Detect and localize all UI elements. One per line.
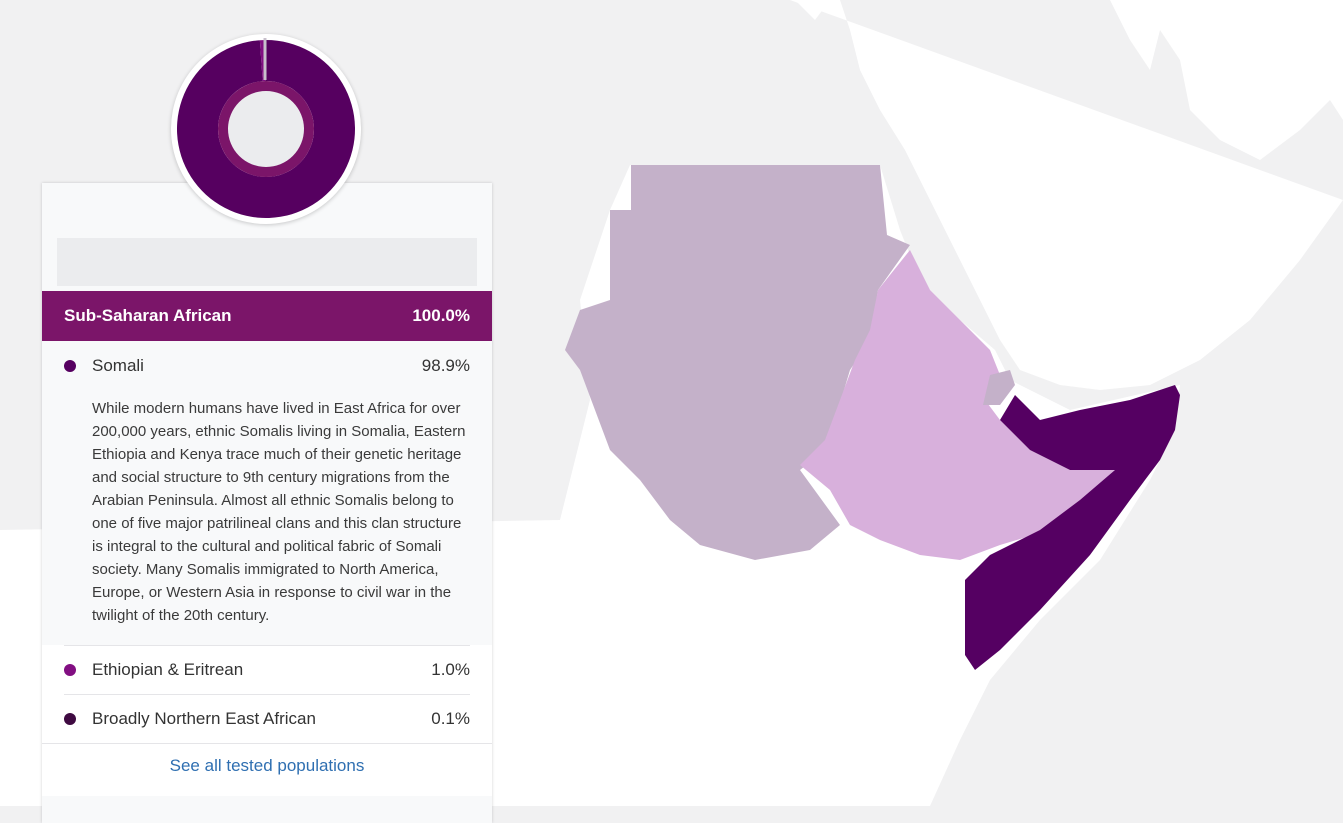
arabian-north-land [795, 0, 830, 20]
donut-center [228, 91, 304, 167]
region-name: Sub-Saharan African [64, 306, 232, 325]
map-region-djibouti[interactable] [983, 370, 1015, 405]
population-name: Somali [92, 356, 144, 375]
somali-color-dot [64, 360, 76, 372]
donut-segment-divider [263, 38, 267, 80]
map-region-sudan[interactable] [565, 165, 910, 560]
map-region-ethiopia[interactable] [800, 250, 1115, 560]
title-placeholder-bar [57, 238, 477, 286]
panel-top [42, 183, 492, 291]
population-name: Ethiopian & Eritrean [92, 660, 244, 679]
donut-segment-somali[interactable] [177, 40, 355, 218]
population-row-somali[interactable]: Somali 98.9% [64, 341, 470, 391]
population-description: While modern humans have lived in East A… [92, 400, 466, 624]
population-row-broadly-northern-east-african[interactable]: Broadly Northern East African 0.1% [64, 694, 470, 743]
region-header[interactable]: Sub-Saharan African 100.0% [42, 291, 492, 341]
broadly-northern-east-african-color-dot [64, 713, 76, 725]
arabian-peninsula-land [790, 0, 1343, 390]
population-list: Ethiopian & Eritrean 1.0% Broadly Northe… [42, 645, 492, 796]
region-percent: 100.0% [412, 306, 470, 325]
population-percent: 1.0% [431, 660, 470, 679]
ancestry-composition-panel: Sub-Saharan African 100.0% Somali 98.9% … [42, 183, 492, 823]
population-row-ethiopian-eritrean[interactable]: Ethiopian & Eritrean 1.0% [64, 645, 470, 694]
population-name: Broadly Northern East African [92, 709, 316, 728]
population-percent: 0.1% [431, 709, 470, 728]
map-region-somalia[interactable] [965, 385, 1180, 670]
donut-svg [177, 38, 355, 218]
ethiopian-eritrean-color-dot [64, 664, 76, 676]
see-all-populations-link[interactable]: See all tested populations [42, 743, 492, 796]
population-percent: 98.9% [421, 356, 470, 375]
ancestry-donut-chart [171, 34, 361, 224]
